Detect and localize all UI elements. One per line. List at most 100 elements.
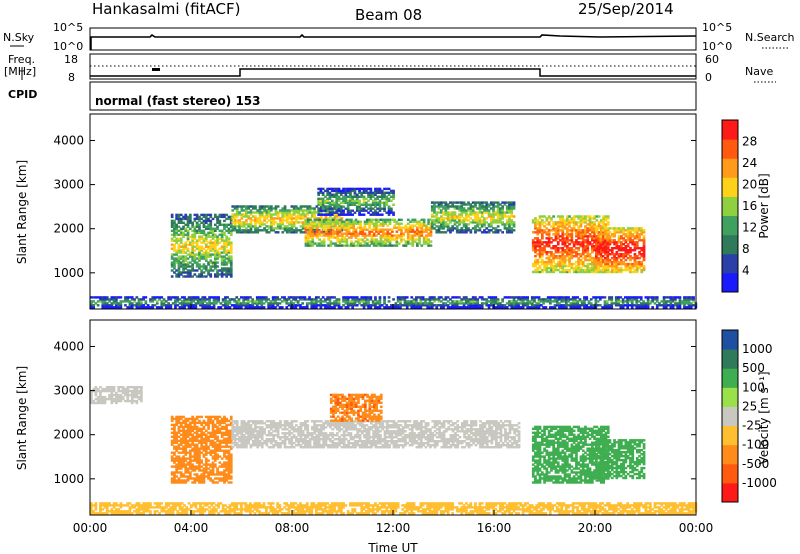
echo-cell: [313, 207, 316, 210]
echo-cell: [535, 306, 539, 309]
echo-cell: [626, 306, 629, 309]
echo-cell: [224, 306, 227, 309]
echo-cell: [444, 304, 448, 307]
echo-cell: [142, 298, 145, 301]
echo-cell: [510, 201, 514, 204]
echo-cell: [170, 237, 174, 240]
echo-cell: [604, 251, 607, 254]
echo-cell: [175, 479, 178, 482]
echo-cell: [455, 302, 459, 305]
echo-cell: [349, 213, 352, 216]
echo-cell: [344, 302, 348, 305]
echo-cell: [425, 242, 428, 245]
echo-cell: [337, 191, 341, 194]
echo-cell: [490, 229, 493, 232]
echo-cell: [542, 298, 545, 301]
echo-cell: [534, 260, 537, 264]
echo-cell: [186, 257, 190, 260]
echo-cell: [379, 244, 383, 247]
echo-cell: [178, 306, 182, 309]
echo-cell: [137, 391, 141, 395]
echo-cell: [216, 219, 219, 223]
echo-cell: [179, 451, 183, 454]
echo-cell: [606, 243, 610, 246]
echo-cell: [211, 245, 215, 248]
echo-cell: [422, 240, 426, 243]
echo-cell: [229, 233, 233, 236]
echo-cell: [496, 221, 500, 224]
echo-cell: [399, 296, 402, 299]
echo-cell: [480, 207, 484, 210]
echo-cell: [306, 205, 310, 208]
echo-cell: [560, 300, 564, 303]
echo-cell: [615, 231, 619, 234]
echo-cell: [552, 229, 555, 232]
echo-cell: [340, 217, 344, 220]
echo-cell: [601, 237, 605, 240]
echo-cell: [338, 230, 342, 233]
echo-cell: [411, 224, 415, 227]
echo-cell: [610, 247, 614, 250]
echo-cell: [353, 304, 357, 307]
echo-cell: [601, 268, 605, 272]
echo-cell: [240, 205, 244, 208]
echo-cell: [630, 300, 634, 303]
echo-cell: [584, 221, 587, 224]
echo-cell: [586, 219, 590, 222]
echo-cell: [631, 227, 635, 230]
echo-cell: [440, 219, 443, 222]
echo-cell: [593, 249, 596, 252]
echo-cell: [460, 205, 464, 208]
echo-cell: [642, 300, 645, 303]
echo-cell: [660, 304, 664, 307]
echo-cell: [610, 227, 614, 230]
echo-cell: [223, 241, 226, 244]
echo-cell: [306, 217, 310, 220]
echo-cell: [233, 215, 237, 218]
echo-cell: [254, 219, 257, 222]
echo-cell: [638, 239, 641, 242]
echo-cell: [404, 226, 408, 229]
echo-cell: [328, 191, 332, 194]
echo-cell: [353, 193, 357, 196]
echo-cell: [483, 302, 486, 305]
echo-cell: [225, 271, 228, 274]
echo-cell: [639, 302, 643, 305]
echo-cell: [391, 228, 394, 231]
echo-cell: [179, 439, 183, 442]
echo-cell: [597, 215, 601, 218]
echo-cell: [174, 298, 177, 301]
echo-cell: [260, 213, 264, 216]
echo-cell: [521, 296, 525, 299]
echo-cell: [244, 302, 248, 305]
echo-cell: [615, 264, 619, 268]
echo-cell: [404, 224, 408, 227]
echo-cell: [346, 304, 350, 307]
echo-cell: [449, 205, 452, 208]
echo-cell: [218, 247, 222, 250]
echo-cell: [179, 417, 183, 421]
echo-cell: [260, 302, 264, 305]
echo-cell: [200, 253, 203, 256]
echo-cell: [575, 268, 578, 272]
echo-cell: [365, 302, 368, 305]
echo-cell: [591, 249, 594, 252]
echo-cell: [121, 391, 125, 395]
echo-cell: [547, 243, 551, 246]
echo-cell: [579, 268, 583, 272]
echo-cell: [558, 298, 561, 301]
echo-cell: [330, 193, 334, 196]
echo-cell: [182, 233, 185, 236]
echo-cell: [642, 306, 645, 309]
echo-cell: [449, 219, 452, 222]
echo-cell: [622, 229, 625, 232]
echo-cell: [413, 232, 417, 235]
echo-cell: [416, 242, 419, 245]
echo-cell: [304, 234, 308, 237]
echo-cell: [189, 431, 192, 434]
echo-cell: [256, 227, 260, 230]
echo-cell: [372, 232, 376, 235]
echo-cell: [310, 306, 314, 309]
echo-cell: [395, 226, 399, 229]
echo-cell: [593, 258, 596, 262]
